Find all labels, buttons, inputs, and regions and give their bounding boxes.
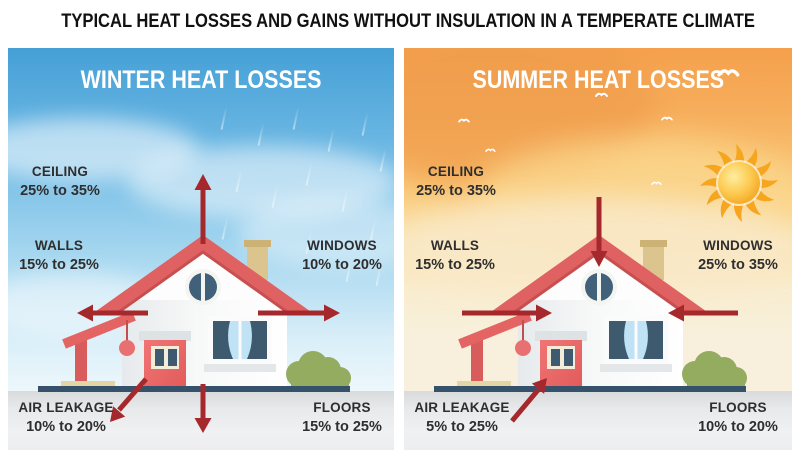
label-value: 25% to 35% <box>416 183 496 199</box>
winter-walls-arrow-out-left-icon <box>77 304 148 322</box>
winter-ceiling-label: CEILING 25% to 35% <box>14 164 106 199</box>
label-value: 25% to 35% <box>698 257 778 273</box>
winter-walls-label: WALLS 15% to 25% <box>13 238 105 273</box>
summer-panel-title-text: SUMMER HEAT LOSSES <box>472 66 724 94</box>
label-name: WALLS <box>34 238 84 253</box>
cloud-icon <box>128 146 394 218</box>
winter-ceiling-arrow-out-up-icon <box>194 174 212 244</box>
main-title-text: TYPICAL HEAT LOSSES AND GAINS WITHOUT IN… <box>61 10 755 32</box>
label-value: 25% to 35% <box>20 183 100 199</box>
birds <box>458 69 740 186</box>
bird-icon <box>661 116 673 121</box>
sun-icon <box>700 144 778 222</box>
winter-windows-label: WINDOWS 10% to 20% <box>296 238 388 273</box>
label-name: FLOORS <box>313 400 371 415</box>
main-title: TYPICAL HEAT LOSSES AND GAINS WITHOUT IN… <box>0 10 800 33</box>
summer-house-illustration <box>404 69 778 423</box>
summer-windows-arrow-in-left-icon <box>668 304 738 322</box>
summer-walls-arrow-in-right-icon <box>462 304 552 322</box>
summer-floors-label: FLOORS 10% to 20% <box>688 400 788 435</box>
summer-air-leakage-label: AIR LEAKAGE 5% to 25% <box>406 400 518 435</box>
summer-air-leakage-arrow-in-up-right-icon <box>510 378 547 423</box>
label-name: AIR LEAKAGE <box>414 400 510 415</box>
winter-panel-title: WINTER HEAT LOSSES <box>8 66 394 95</box>
bird-icon <box>485 148 496 153</box>
label-value: 10% to 20% <box>698 419 778 435</box>
label-name: CEILING <box>31 164 89 179</box>
winter-air-leakage-label: AIR LEAKAGE 10% to 20% <box>10 400 122 435</box>
winter-panel: WINTER HEAT LOSSES CEILING 25% to 35% WA… <box>8 48 394 450</box>
summer-ceiling-arrow-in-down-icon <box>590 197 608 267</box>
label-value: 15% to 25% <box>302 419 382 435</box>
label-value: 10% to 20% <box>26 419 106 435</box>
summer-panel-title: SUMMER HEAT LOSSES <box>404 66 792 95</box>
label-value: 15% to 25% <box>19 257 99 273</box>
summer-ground <box>404 391 792 450</box>
label-name: WALLS <box>430 238 480 253</box>
bird-icon <box>651 181 662 186</box>
winter-air-leakage-arrow-out-down-left-icon <box>110 377 148 422</box>
label-value: 10% to 20% <box>302 257 382 273</box>
bird-icon <box>717 69 740 77</box>
label-value: 15% to 25% <box>415 257 495 273</box>
label-name: CEILING <box>427 164 485 179</box>
summer-windows-label: WINDOWS 25% to 35% <box>692 238 784 273</box>
label-name: AIR LEAKAGE <box>18 400 114 415</box>
winter-floors-arrow-out-down-icon <box>194 384 212 433</box>
winter-floors-label: FLOORS 15% to 25% <box>292 400 392 435</box>
winter-house-illustration <box>8 174 394 433</box>
summer-panel: SUMMER HEAT LOSSES <box>404 48 792 450</box>
winter-windows-arrow-out-right-icon <box>258 304 340 322</box>
winter-panel-title-text: WINTER HEAT LOSSES <box>80 66 322 94</box>
summer-walls-label: WALLS 15% to 25% <box>409 238 501 273</box>
label-name: FLOORS <box>709 400 767 415</box>
label-value: 5% to 25% <box>426 419 498 435</box>
bird-icon <box>458 118 470 123</box>
label-name: WINDOWS <box>703 238 773 253</box>
label-name: WINDOWS <box>307 238 377 253</box>
summer-ceiling-label: CEILING 25% to 35% <box>410 164 502 199</box>
bird-icon <box>595 92 608 97</box>
